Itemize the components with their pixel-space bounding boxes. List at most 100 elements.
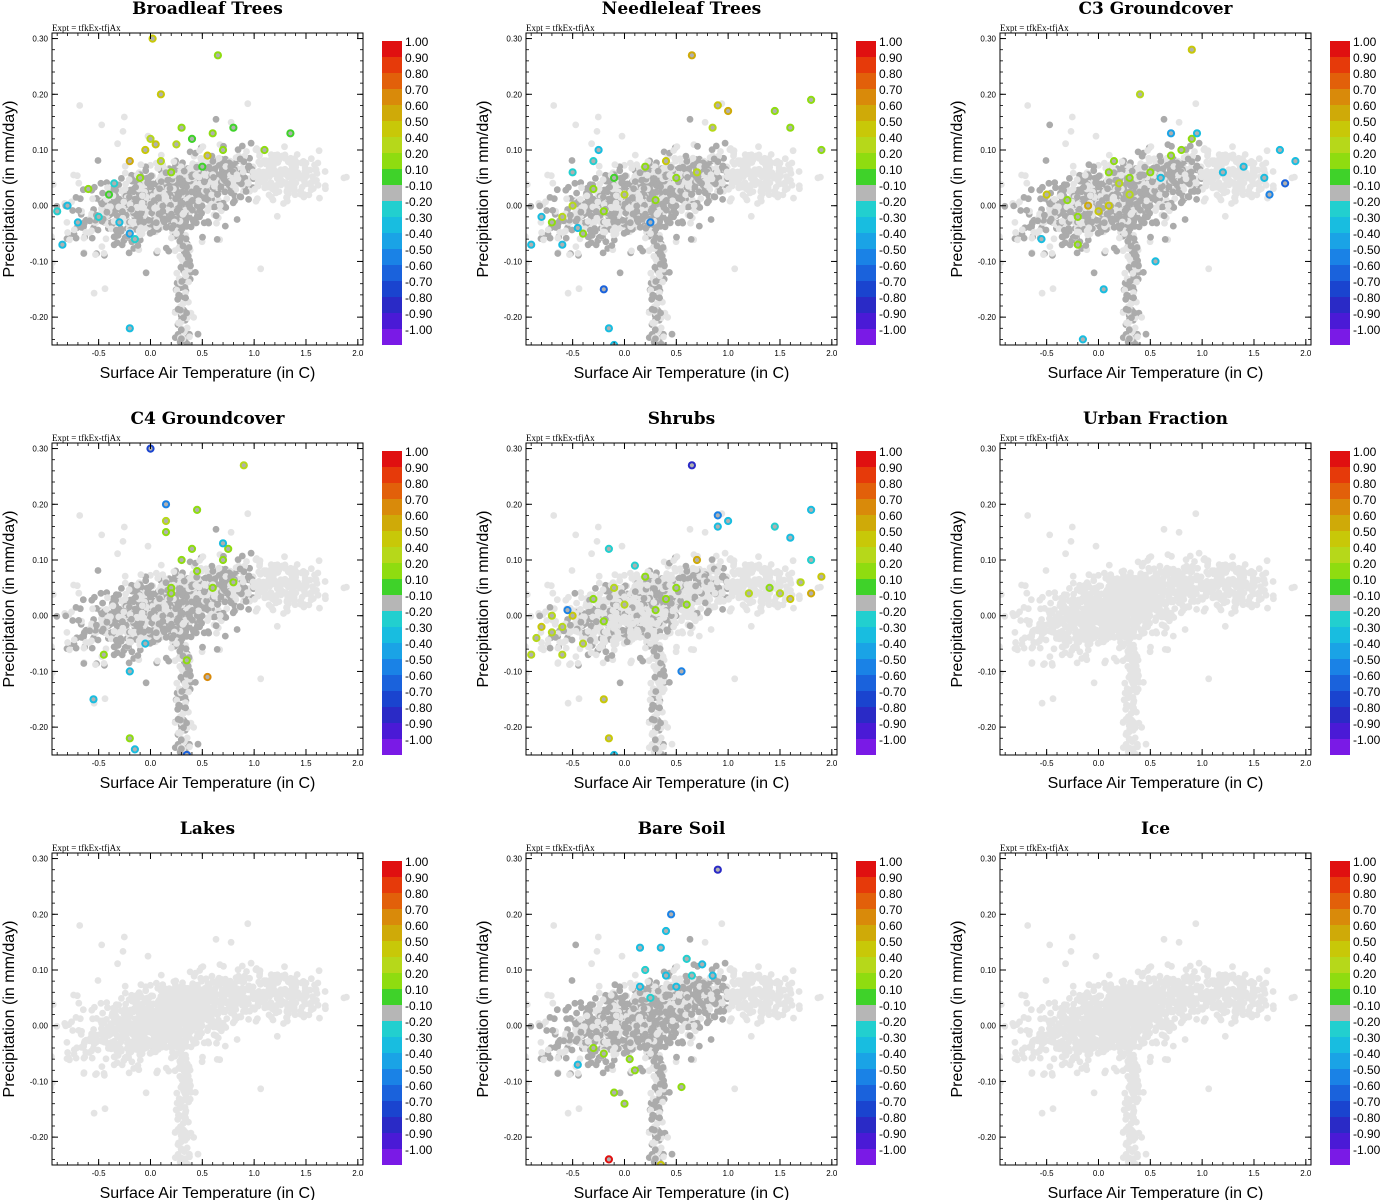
y-tick-label: 0.10 <box>506 146 522 155</box>
colorbar-label: 0.20 <box>405 147 429 161</box>
bg-point <box>1248 191 1256 199</box>
scatter-points <box>52 34 350 345</box>
bg-point <box>660 165 667 173</box>
bg-point <box>554 234 562 242</box>
colorbar-swatch <box>1330 73 1350 89</box>
bg-point <box>176 189 184 196</box>
bg-point <box>160 218 168 226</box>
bg-point <box>266 181 274 189</box>
bg-point <box>178 335 185 343</box>
colorbar-swatch <box>382 281 402 297</box>
bg-point <box>154 247 161 255</box>
bg-point <box>237 193 245 201</box>
bg-point <box>763 161 771 169</box>
bg-point <box>159 202 167 210</box>
bg-point <box>718 163 726 171</box>
colorbar-swatch <box>382 249 402 265</box>
bg-point <box>1175 118 1183 126</box>
bg-point <box>145 216 153 224</box>
y-tick-label: 0.00 <box>980 202 996 211</box>
data-point <box>167 168 176 177</box>
bg-point <box>289 161 297 169</box>
bg-point <box>221 222 229 230</box>
bg-point <box>657 222 665 230</box>
bg-point <box>1131 249 1138 257</box>
colorbar-swatch <box>1330 41 1350 57</box>
colorbar-label: 0.10 <box>1353 163 1377 177</box>
bg-point <box>118 241 126 249</box>
bg-point <box>724 173 731 181</box>
panel-title: C3 Groundcover <box>1078 0 1233 19</box>
colorbar-label: 1.00 <box>1353 35 1377 49</box>
bg-point <box>643 171 651 179</box>
bg-point <box>754 200 761 207</box>
bg-point <box>209 157 217 165</box>
bg-point <box>204 218 212 226</box>
colorbar-swatch <box>856 137 876 153</box>
bg-point <box>208 191 216 199</box>
bg-point <box>1231 194 1238 201</box>
bg-point <box>509 135 516 142</box>
bg-point <box>562 234 570 242</box>
bg-point <box>1012 229 1019 236</box>
bg-point <box>185 244 193 251</box>
bg-point <box>1046 200 1054 207</box>
data-point <box>1135 90 1145 99</box>
colorbar-label: 0.90 <box>405 51 429 65</box>
y-tick-label: -0.10 <box>504 257 523 266</box>
bg-point <box>748 159 756 166</box>
bg-point <box>312 166 320 173</box>
y-tick-label: 0.30 <box>32 35 48 44</box>
y-tick-label: 0.20 <box>32 90 48 99</box>
bg-point <box>536 202 544 210</box>
colorbar: 1.000.900.800.700.600.500.400.200.10-0.1… <box>382 35 433 345</box>
bg-point <box>173 230 180 237</box>
x-tick-label: 1.0 <box>249 349 261 358</box>
colorbar-swatch <box>1330 201 1350 217</box>
colorbar-swatch <box>856 73 876 89</box>
bg-point <box>1125 263 1133 271</box>
bg-point <box>239 168 247 176</box>
bg-point <box>1133 244 1141 251</box>
bg-point <box>298 183 306 191</box>
bg-point <box>162 224 170 231</box>
data-point <box>146 134 155 143</box>
bg-point <box>180 314 187 321</box>
bg-point <box>121 162 129 170</box>
bg-point <box>770 173 778 181</box>
bg-point <box>165 247 173 255</box>
bg-point <box>682 191 690 199</box>
bg-point <box>549 179 557 187</box>
bg-point <box>1192 163 1200 171</box>
bg-point <box>1185 193 1193 201</box>
bg-point <box>1060 186 1067 194</box>
bg-point <box>114 140 121 148</box>
bg-point <box>678 218 686 226</box>
bg-point <box>650 253 658 260</box>
data-point <box>692 168 702 177</box>
bg-point <box>118 175 125 182</box>
bg-point <box>633 207 641 215</box>
bg-point <box>562 186 570 194</box>
bg-point <box>127 205 135 213</box>
bg-point <box>1018 226 1026 234</box>
bg-point <box>668 330 676 338</box>
bg-point <box>749 188 757 196</box>
colorbar-swatch <box>382 153 402 169</box>
data-point <box>610 173 619 182</box>
bg-point <box>140 218 148 226</box>
colorbar-swatch <box>856 89 876 105</box>
bg-point <box>98 200 106 207</box>
data-point <box>1146 168 1155 177</box>
bg-point <box>1152 207 1159 215</box>
bg-point <box>601 218 609 226</box>
bg-point <box>757 194 764 201</box>
panel-title: Broadleaf Trees <box>132 0 283 19</box>
bg-point <box>75 179 83 187</box>
bg-point <box>1048 250 1056 257</box>
bg-point <box>549 207 557 214</box>
y-axis-label: Precipitation (in mm/day) <box>949 101 966 278</box>
bg-point <box>1110 224 1118 231</box>
bg-point <box>568 157 576 164</box>
scatter-points <box>1000 45 1300 345</box>
